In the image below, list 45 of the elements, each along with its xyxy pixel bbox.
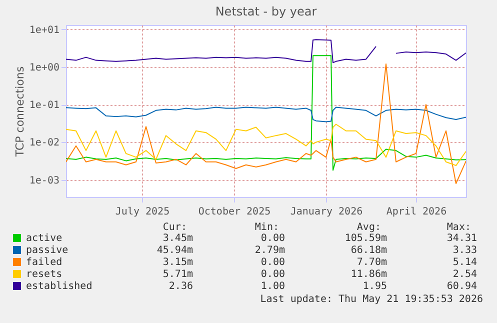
legend-label: active [26,233,62,244]
text: 3.15m [162,257,193,268]
text: 66.18m [350,245,387,256]
legend-label: established [26,281,92,292]
line-series [66,63,466,184]
x-tick-label: April 2026 [386,206,447,218]
y-tick-label: 1e+01 [29,24,60,36]
legend-label: resets [26,269,62,280]
text: 2.79m [254,245,285,256]
y-tick-label: 1e+00 [29,62,60,74]
text: 5.14 [452,257,477,268]
legend-label: passive [26,245,68,256]
text: Avg: [356,222,381,233]
legend-label: failed [26,257,62,268]
text: 11.86m [350,269,387,280]
x-tick-label: July 2025 [115,206,170,218]
text: 0.00 [260,269,285,280]
text: 3.33 [452,245,477,256]
text: 3.45m [162,233,193,244]
line-series [66,124,466,166]
text: 1.00 [260,281,285,292]
x-tick-label: October 2025 [198,206,271,218]
text: 105.59m [344,233,387,244]
line-series [66,55,466,171]
text: Last update: Thu May 21 19:35:53 2026 [260,294,483,305]
text: 45.94m [156,245,193,256]
text: 5.71m [162,269,193,280]
text: 34.31 [446,233,477,244]
y-tick-label: 1e-01 [29,100,60,112]
text: Cur: [162,222,187,233]
text: Min: [254,222,279,233]
x-tick-label: January 2026 [290,206,363,218]
y-tick-label: 1e-02 [29,138,60,149]
y-tick-label: 1e-03 [29,175,60,186]
text: 7.70m [356,257,387,268]
y-axis-title: TCP connections [13,66,26,158]
text: 1.95 [362,281,387,292]
line-series [66,106,466,122]
text: Max: [446,222,471,233]
text: 0.00 [260,257,285,268]
text: 2.36 [168,281,193,292]
text: 60.94 [446,281,477,292]
text: 2.54 [452,269,477,280]
text: 0.00 [260,233,285,244]
chart-title: Netstat - by year [215,4,317,18]
